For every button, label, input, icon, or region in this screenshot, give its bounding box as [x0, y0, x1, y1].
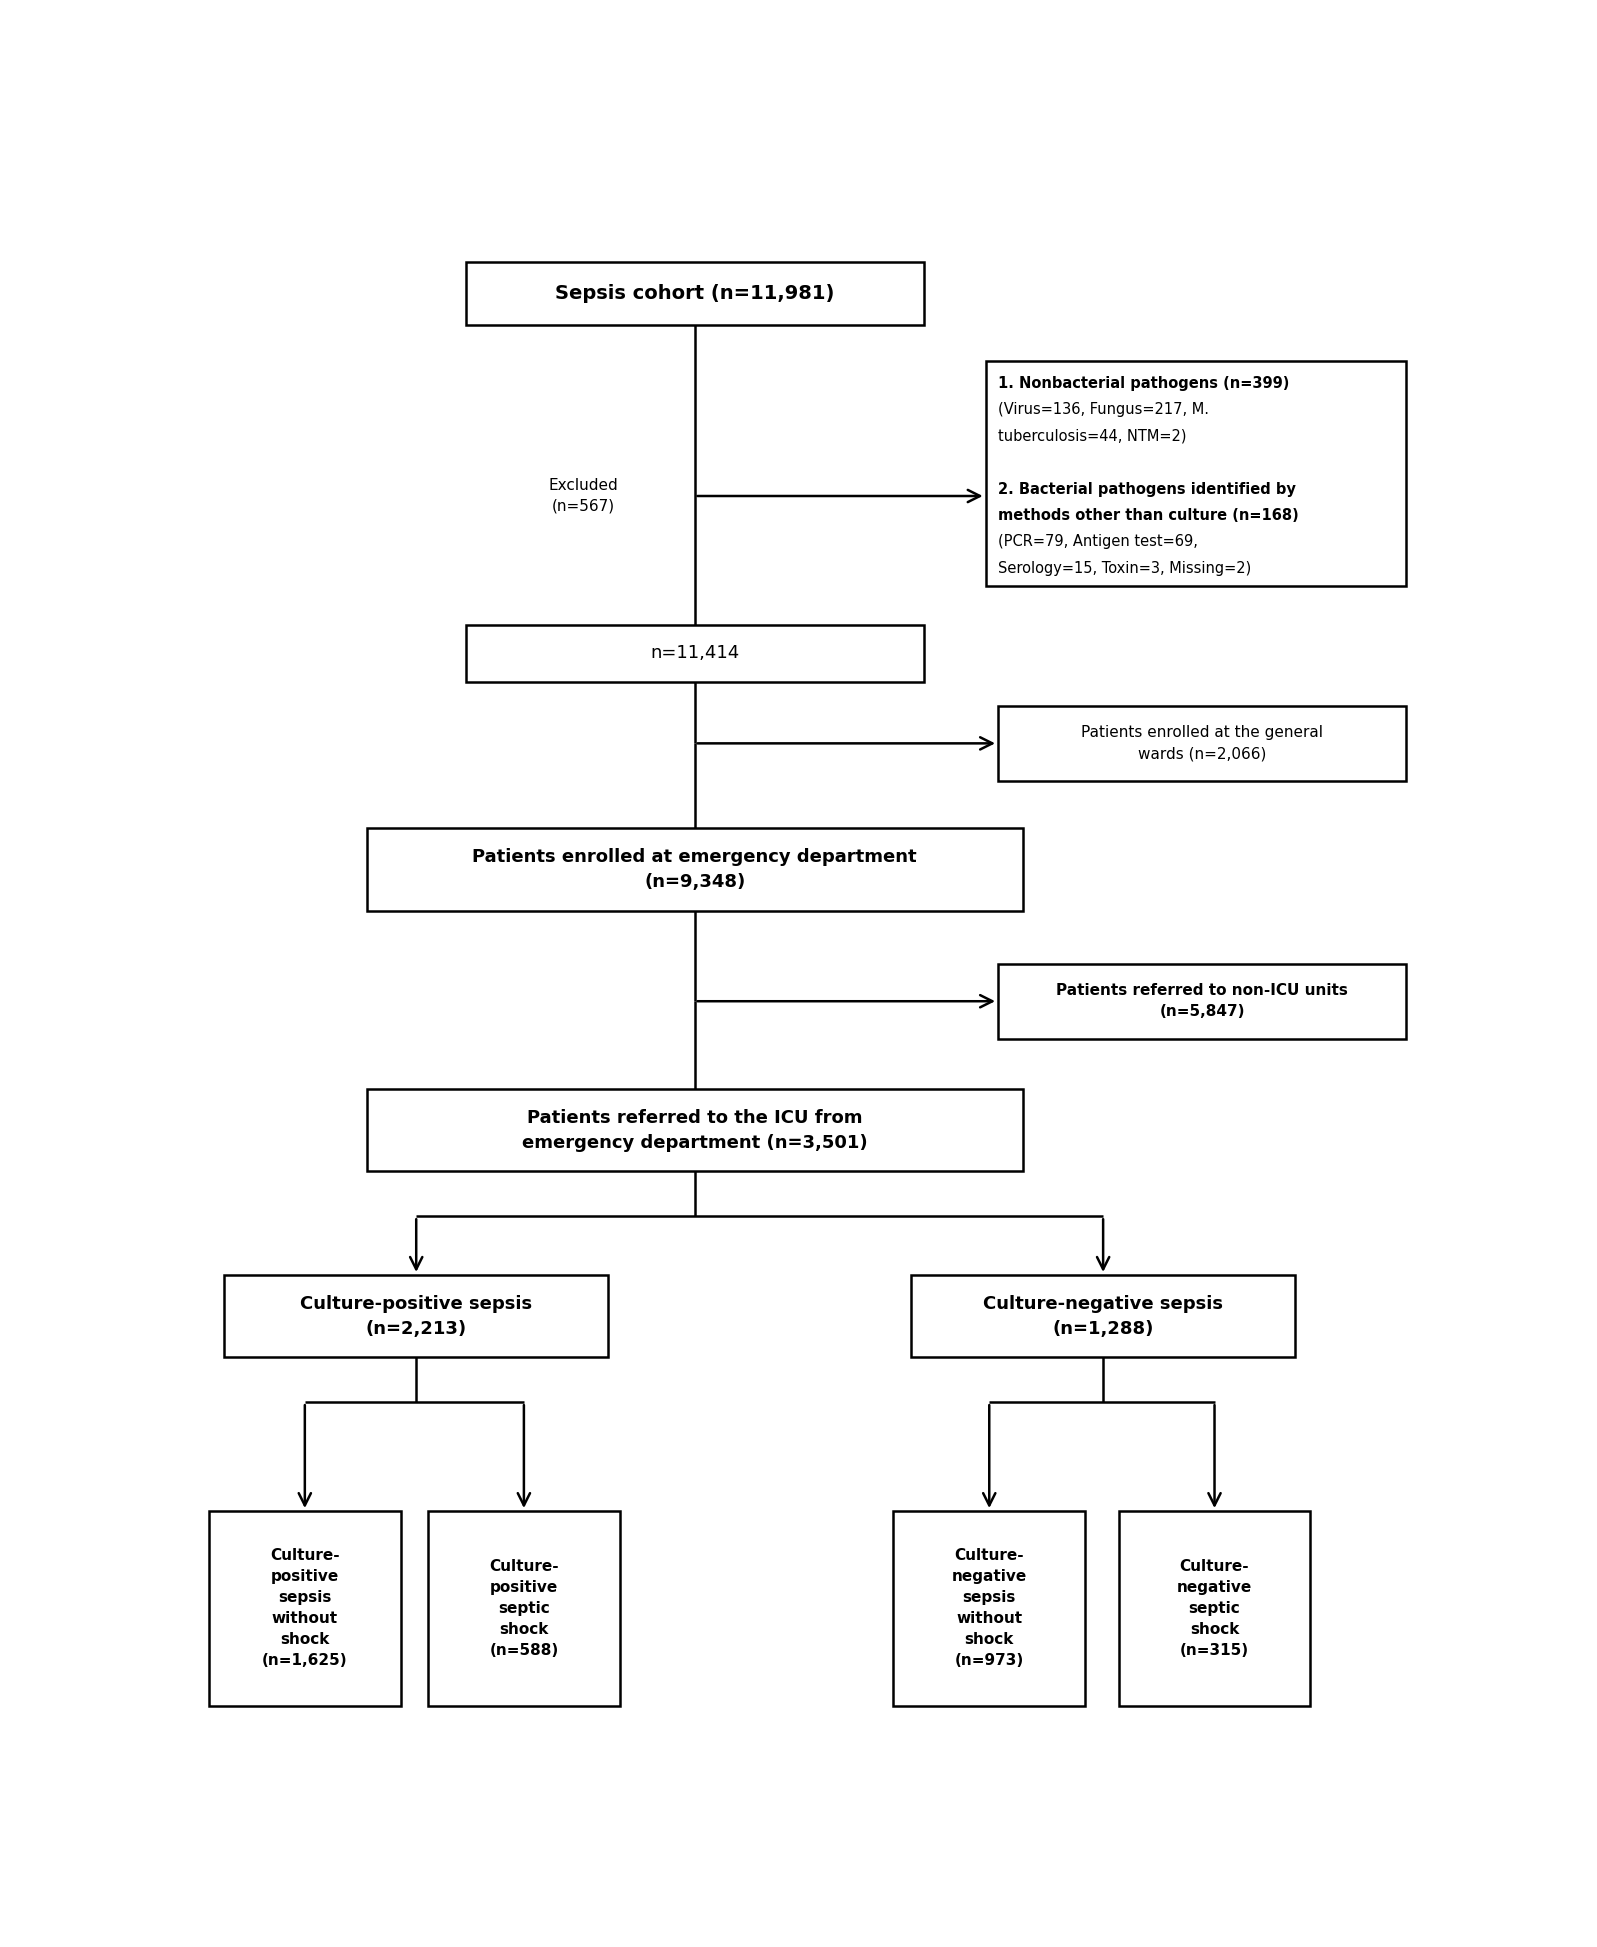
- Text: 1. Nonbacterial pathogens (n=399): 1. Nonbacterial pathogens (n=399): [998, 376, 1289, 391]
- Bar: [998, 964, 1407, 1038]
- Text: Excluded
(n=567): Excluded (n=567): [548, 479, 618, 514]
- Text: tuberculosis=44, NTM=2): tuberculosis=44, NTM=2): [998, 428, 1187, 444]
- Bar: [1118, 1511, 1311, 1706]
- Text: Culture-
negative
sepsis
without
shock
(n=973): Culture- negative sepsis without shock (…: [952, 1548, 1027, 1669]
- Text: methods other than culture (n=168): methods other than culture (n=168): [998, 508, 1298, 524]
- Text: Sepsis cohort (n=11,981): Sepsis cohort (n=11,981): [556, 284, 834, 304]
- Text: 2. Bacterial pathogens identified by: 2. Bacterial pathogens identified by: [998, 481, 1295, 496]
- Bar: [998, 707, 1407, 781]
- Text: Patients enrolled at emergency department
(n=9,348): Patients enrolled at emergency departmen…: [473, 847, 917, 892]
- Text: n=11,414: n=11,414: [650, 644, 739, 662]
- Bar: [428, 1511, 620, 1706]
- Text: Culture-
negative
septic
shock
(n=315): Culture- negative septic shock (n=315): [1177, 1560, 1252, 1659]
- Text: (Virus=136, Fungus=217, M.: (Virus=136, Fungus=217, M.: [998, 403, 1209, 417]
- Bar: [893, 1511, 1086, 1706]
- Text: Patients enrolled at the general
wards (n=2,066): Patients enrolled at the general wards (…: [1081, 726, 1324, 761]
- Bar: [985, 360, 1407, 586]
- Text: (PCR=79, Antigen test=69,: (PCR=79, Antigen test=69,: [998, 533, 1198, 549]
- Text: Patients referred to the ICU from
emergency department (n=3,501): Patients referred to the ICU from emerge…: [522, 1108, 867, 1153]
- Bar: [466, 263, 923, 325]
- Bar: [224, 1275, 608, 1357]
- Text: Culture-
positive
septic
shock
(n=588): Culture- positive septic shock (n=588): [489, 1560, 559, 1659]
- Bar: [209, 1511, 401, 1706]
- Bar: [367, 827, 1022, 911]
- Bar: [912, 1275, 1295, 1357]
- Text: Culture-positive sepsis
(n=2,213): Culture-positive sepsis (n=2,213): [300, 1295, 532, 1338]
- Text: Culture-negative sepsis
(n=1,288): Culture-negative sepsis (n=1,288): [984, 1295, 1223, 1338]
- Text: Culture-
positive
sepsis
without
shock
(n=1,625): Culture- positive sepsis without shock (…: [262, 1548, 348, 1669]
- Text: Serology=15, Toxin=3, Missing=2): Serology=15, Toxin=3, Missing=2): [998, 561, 1250, 576]
- Text: Patients referred to non-ICU units
(n=5,847): Patients referred to non-ICU units (n=5,…: [1056, 983, 1348, 1018]
- Bar: [367, 1088, 1022, 1172]
- Bar: [466, 625, 923, 681]
